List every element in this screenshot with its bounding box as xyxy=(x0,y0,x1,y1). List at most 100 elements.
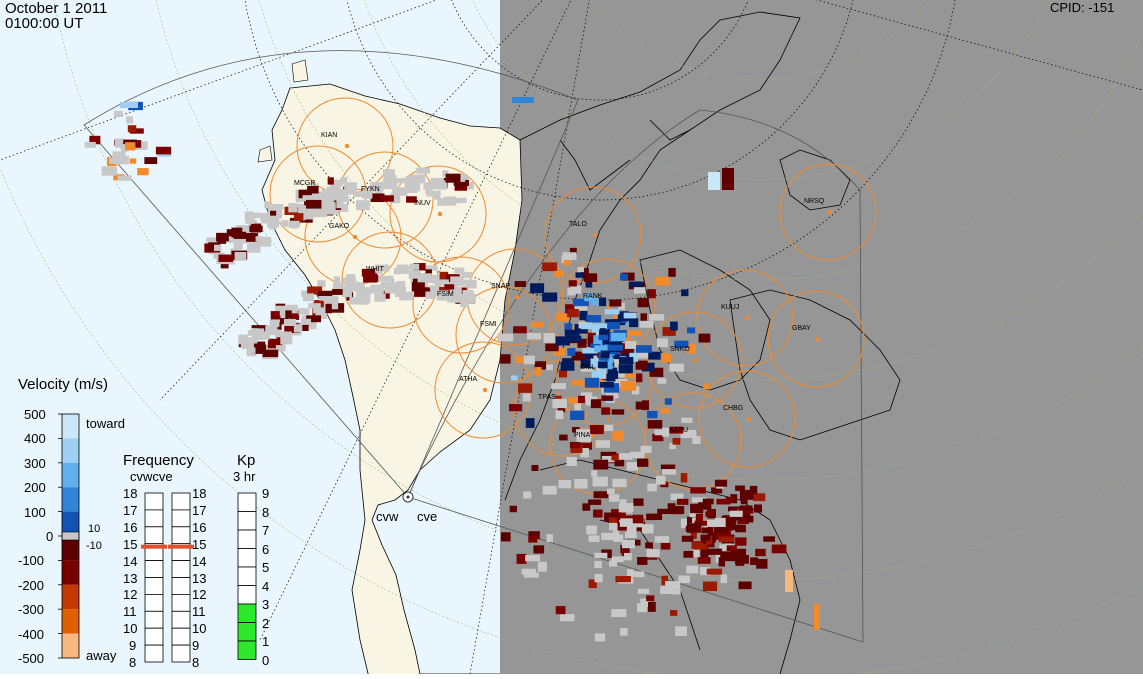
echo-cell xyxy=(374,293,386,302)
echo-cell xyxy=(398,265,411,274)
echo-cell xyxy=(654,276,671,286)
echo-cell xyxy=(690,503,704,514)
echo-cell xyxy=(700,567,711,576)
velocity-tick-100: 100 xyxy=(24,504,46,520)
echo-cell xyxy=(253,239,267,245)
echo-cell xyxy=(396,281,406,291)
echo-cell xyxy=(609,517,617,524)
echo-cell xyxy=(593,491,609,499)
echo-cell xyxy=(285,304,298,314)
velocity-tick-0: 0 xyxy=(46,529,54,544)
echo-cell xyxy=(735,557,745,566)
echo-cell xyxy=(618,503,634,513)
frequency-bar-cell xyxy=(171,644,191,663)
echo-cell xyxy=(444,284,455,290)
echo-cell xyxy=(255,236,264,242)
echo-cell xyxy=(629,352,638,362)
echo-cell xyxy=(523,355,535,365)
echo-cell xyxy=(695,513,704,524)
echo-cell xyxy=(559,434,568,441)
echo-cell xyxy=(563,256,571,266)
echo-cell xyxy=(640,313,648,321)
echo-cell xyxy=(346,274,356,280)
echo-cell xyxy=(689,509,700,518)
echo-cell xyxy=(430,179,438,189)
velocity-colorbar-segment xyxy=(62,487,79,512)
radar-fov xyxy=(83,50,864,643)
echo-cell xyxy=(591,470,598,477)
echo-cell xyxy=(660,482,669,488)
echo-cell xyxy=(588,499,602,505)
echo-cell xyxy=(698,333,711,343)
station-label-inuv: INUV xyxy=(414,200,431,207)
echo-cell xyxy=(691,497,707,503)
echo-cell xyxy=(253,212,261,219)
echo-cell xyxy=(580,366,593,372)
echo-cell xyxy=(542,485,557,495)
echo-cell xyxy=(101,166,118,176)
frequency-bar-cell xyxy=(144,577,164,595)
echo-cell xyxy=(231,227,243,238)
echo-cell xyxy=(599,297,607,307)
echo-cell xyxy=(590,399,602,409)
echo-cell xyxy=(672,589,681,595)
station-label-gill: GILL xyxy=(580,364,596,371)
echo-cell xyxy=(603,383,620,393)
echo-cell xyxy=(553,347,565,356)
station-label-talo: TALO xyxy=(569,221,587,228)
echo-cell xyxy=(604,424,614,432)
echo-cell xyxy=(251,328,258,335)
echo-cell xyxy=(617,311,629,322)
echo-cell xyxy=(378,275,394,282)
echo-cell xyxy=(327,199,334,209)
echo-cell xyxy=(453,179,469,186)
echo-cell xyxy=(728,506,744,512)
echo-cell xyxy=(280,220,289,227)
echo-cell xyxy=(619,520,636,527)
echo-cell xyxy=(570,410,585,420)
station-label-chbg: CHBG xyxy=(723,405,744,412)
echo-cell xyxy=(109,157,125,164)
echo-cell xyxy=(572,298,589,306)
echo-cell xyxy=(551,383,567,390)
station-dot-nrsq xyxy=(827,209,833,215)
frequency-tick-right-11: 11 xyxy=(192,604,206,620)
kp-bar-cell xyxy=(237,640,257,660)
echo-cell xyxy=(720,551,736,562)
echo-cell xyxy=(279,310,288,316)
echo-cell xyxy=(349,296,360,305)
threshold-negative: -10 xyxy=(86,540,102,552)
echo-cell xyxy=(706,568,723,575)
echo-cell xyxy=(609,494,620,502)
echo-cell xyxy=(614,459,625,467)
echo-cell xyxy=(649,367,664,377)
kp-tick-0: 0 xyxy=(262,652,270,668)
echo-cell xyxy=(410,174,426,184)
echo-cell xyxy=(383,174,397,184)
echo-cell xyxy=(302,213,314,220)
echo-cell xyxy=(579,310,588,321)
echo-cell xyxy=(726,545,737,552)
echo-cell xyxy=(705,511,713,517)
echo-cell xyxy=(432,191,441,200)
echo-cell xyxy=(633,571,645,578)
station-circle-inuv xyxy=(389,165,487,263)
echo-cell xyxy=(686,343,696,354)
echo-cell xyxy=(724,522,736,531)
echo-cell xyxy=(738,581,752,590)
echo-cell xyxy=(607,344,624,351)
echo-cell xyxy=(637,458,649,467)
frequency-tick-left-9: 9 xyxy=(129,638,137,654)
echo-cell xyxy=(380,195,394,202)
frequency-tick-right-17: 17 xyxy=(192,502,207,518)
echo-cell xyxy=(437,279,449,285)
echo-cell xyxy=(647,410,658,419)
echo-cell xyxy=(336,198,344,209)
echo-cell xyxy=(500,354,511,364)
frequency-marker xyxy=(168,544,194,549)
echo-cell xyxy=(528,536,538,543)
echo-cell xyxy=(725,497,734,503)
echo-cell xyxy=(306,199,322,209)
echo-cell xyxy=(263,215,277,224)
echo-cell xyxy=(530,321,544,328)
